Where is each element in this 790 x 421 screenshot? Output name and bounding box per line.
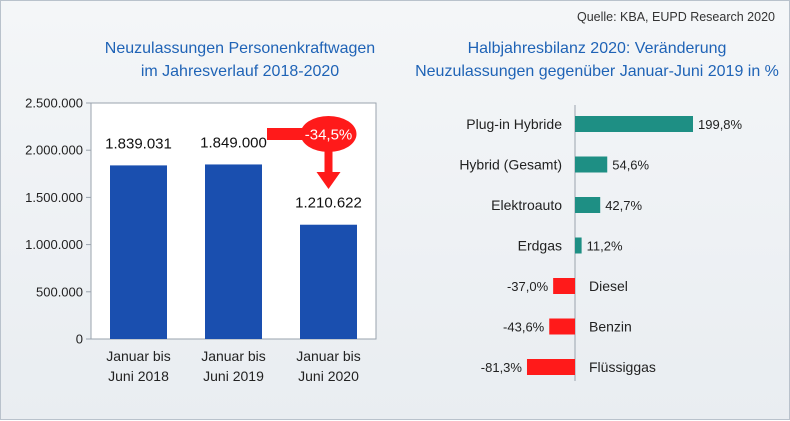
right-bar-value-label: 11,2% bbox=[587, 239, 623, 254]
right-category-label: Diesel bbox=[589, 278, 628, 294]
left-category-label-line-1: Januar bis bbox=[201, 348, 266, 364]
callout-arrow-head-icon bbox=[316, 172, 341, 189]
right-bar-negative bbox=[549, 318, 575, 335]
right-bar-negative bbox=[553, 278, 575, 294]
left-y-tick-label: 1.500.000 bbox=[25, 190, 83, 205]
right-bar-value-label: -37,0% bbox=[507, 279, 549, 294]
left-category-label-line-1: Januar bis bbox=[106, 348, 171, 364]
left-chart-title-line-2: im Jahresverlauf 2018-2020 bbox=[141, 63, 339, 80]
right-chart-title-line-1: Halbjahresbilanz 2020: Veränderung bbox=[468, 40, 727, 57]
callout-change-label: -34,5% bbox=[305, 127, 353, 144]
right-bar-negative bbox=[526, 359, 575, 375]
left-bar-value-label: 1.839.031 bbox=[105, 135, 172, 152]
right-category-label: Plug-in Hybride bbox=[466, 116, 562, 132]
left-bar-value-label: 1.849.000 bbox=[200, 134, 267, 151]
right-bar-positive bbox=[575, 156, 608, 173]
right-chart-title-line-2: Neuzulassungen gegenüber Januar-Juni 201… bbox=[415, 63, 779, 80]
right-bar-value-label: 199,8% bbox=[698, 117, 743, 132]
left-chart-title-line-1: Neuzulassungen Personenkraftwagen bbox=[105, 40, 375, 57]
right-category-label: Elektroauto bbox=[491, 197, 562, 213]
left-category-label-line-2: Juni 2018 bbox=[108, 368, 169, 384]
left-y-tick-label: 500.000 bbox=[36, 284, 83, 299]
right-bar-value-label: 54,6% bbox=[612, 158, 649, 173]
right-category-label: Erdgas bbox=[518, 238, 562, 254]
left-bar bbox=[110, 165, 167, 339]
callout-arrow-shaft bbox=[324, 142, 333, 175]
right-bar-value-label: 42,7% bbox=[605, 198, 642, 213]
source-note: Quelle: KBA, EUPD Research 2020 bbox=[577, 10, 775, 24]
right-category-label: Hybrid (Gesamt) bbox=[459, 157, 562, 173]
left-bar-value-label: 1.210.622 bbox=[295, 195, 362, 212]
right-bar-value-label: -81,3% bbox=[481, 360, 523, 375]
left-y-tick-label: 0 bbox=[76, 332, 83, 347]
left-category-label-line-1: Januar bis bbox=[296, 348, 361, 364]
right-category-label: Benzin bbox=[589, 319, 632, 335]
left-category-label-line-2: Juni 2019 bbox=[203, 368, 264, 384]
right-bar-positive bbox=[575, 197, 601, 213]
left-category-label-line-2: Juni 2020 bbox=[298, 368, 359, 384]
callout-connector bbox=[267, 128, 309, 140]
right-category-label: Flüssiggas bbox=[589, 359, 656, 375]
left-bar bbox=[205, 164, 262, 339]
left-y-tick-label: 2.500.000 bbox=[25, 96, 83, 111]
left-y-tick-label: 1.000.000 bbox=[25, 237, 83, 252]
callout-bubble bbox=[300, 116, 357, 152]
right-bar-positive bbox=[575, 116, 693, 132]
right-bar-value-label: -43,6% bbox=[503, 320, 545, 335]
right-bar-positive bbox=[575, 237, 582, 254]
left-y-tick-label: 2.000.000 bbox=[25, 143, 83, 158]
left-bar bbox=[300, 224, 357, 339]
